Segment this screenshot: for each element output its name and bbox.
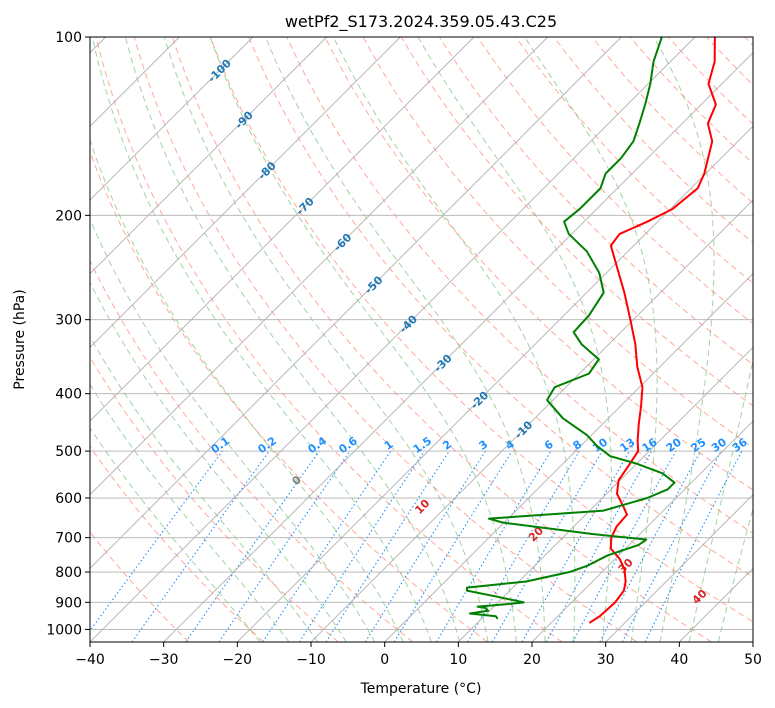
x-tick-label: −10 (296, 652, 326, 668)
mixing-ratio-line (90, 450, 223, 632)
isotherm (90, 37, 475, 422)
dry-adiabat (90, 445, 264, 642)
dry-adiabat (171, 37, 712, 642)
dry-adiabat (515, 37, 753, 284)
dry-adiabat (90, 356, 339, 642)
moist-adiabat (90, 217, 376, 642)
mixing-ratio-line (572, 450, 677, 642)
isotherm (90, 37, 327, 275)
moist-adiabat (417, 37, 613, 642)
y-axis-title: Pressure (hPa) (12, 289, 28, 389)
moist-adiabat (90, 427, 261, 642)
y-tick-label: 200 (55, 208, 82, 224)
dry-adiabats (90, 37, 753, 642)
mixing-ratio-line (545, 450, 653, 642)
isotherm (90, 37, 622, 569)
plot-frame (89, 36, 754, 643)
isotherm (237, 125, 753, 642)
isobars (90, 37, 753, 630)
x-tick-label: 10 (449, 652, 467, 668)
y-tick-label: 400 (55, 387, 82, 403)
temperature-line (588, 37, 717, 624)
moist-adiabat (91, 37, 432, 642)
y-axis-ticks: 1000 900 800 700 600 500 400 300 200 100 (46, 30, 90, 638)
moist-adiabat (90, 281, 347, 642)
x-tick-label: −30 (149, 652, 179, 668)
mixing-ratio-line (298, 450, 425, 642)
mixing-ratio-line (644, 450, 743, 642)
data-series (465, 37, 717, 624)
x-tick-label: 30 (597, 652, 615, 668)
x-tick-label: 20 (523, 652, 541, 668)
y-tick-label: 100 (55, 30, 82, 46)
moist-adiabat (90, 138, 404, 642)
isotherm (90, 37, 548, 496)
x-tick-label: 0 (380, 652, 389, 668)
isotherm (384, 273, 753, 642)
y-tick-label: 1000 (46, 622, 82, 638)
x-tick-label: −20 (223, 652, 253, 668)
moist-adiabat (688, 358, 753, 642)
mixing-ratio-line (218, 450, 351, 642)
mixing-ratio-line (393, 450, 513, 642)
x-tick-label: 40 (670, 652, 688, 668)
moist-adiabat (717, 506, 753, 642)
dry-adiabat (248, 37, 753, 578)
isotherms (90, 37, 753, 642)
x-tick-label: 50 (744, 652, 762, 668)
dry-adiabat (90, 259, 414, 642)
x-axis-title: Temperature (°C) (360, 681, 482, 697)
moist-adiabat (90, 335, 319, 642)
dry-adiabat (324, 37, 753, 491)
isotherm (90, 37, 401, 348)
isotherm (90, 37, 254, 201)
chart-title: wetPf2_S173.2024.359.05.43.C25 (285, 12, 557, 32)
moist-adiabat (524, 37, 658, 642)
x-axis-ticks: −40 −30 −20 −10 0 10 20 30 40 50 (75, 642, 762, 668)
y-tick-label: 600 (55, 491, 82, 507)
y-tick-label: 500 (55, 444, 82, 460)
moist-adiabat (125, 37, 461, 642)
isotherm (458, 346, 753, 642)
mixing-ratio-line (325, 450, 450, 642)
y-tick-label: 800 (55, 565, 82, 581)
mixing-ratio-line (185, 450, 320, 642)
isotherm (531, 420, 753, 642)
moist-adiabat (265, 37, 546, 642)
dry-adiabat (95, 37, 563, 642)
mixing-ratio-line (131, 450, 270, 642)
dry-adiabat (210, 37, 753, 623)
dry-adiabat (286, 37, 753, 534)
dry-adiabat (133, 37, 638, 642)
isotherm (310, 199, 753, 642)
mixing-ratio-line (262, 450, 392, 642)
mixing-ratio-lines (90, 450, 743, 642)
isotherm (163, 52, 753, 642)
isotherm (90, 37, 696, 642)
moist-adiabat (653, 37, 715, 642)
x-tick-label: −40 (75, 652, 105, 668)
mixing-ratio-line (521, 450, 630, 642)
y-tick-label: 300 (55, 313, 82, 329)
isotherm (605, 494, 753, 642)
dewpoint-line (465, 37, 676, 620)
y-tick-label: 700 (55, 531, 82, 547)
moist-adiabat (332, 37, 576, 642)
moist-adiabat (90, 383, 290, 642)
y-tick-label: 900 (55, 595, 82, 611)
